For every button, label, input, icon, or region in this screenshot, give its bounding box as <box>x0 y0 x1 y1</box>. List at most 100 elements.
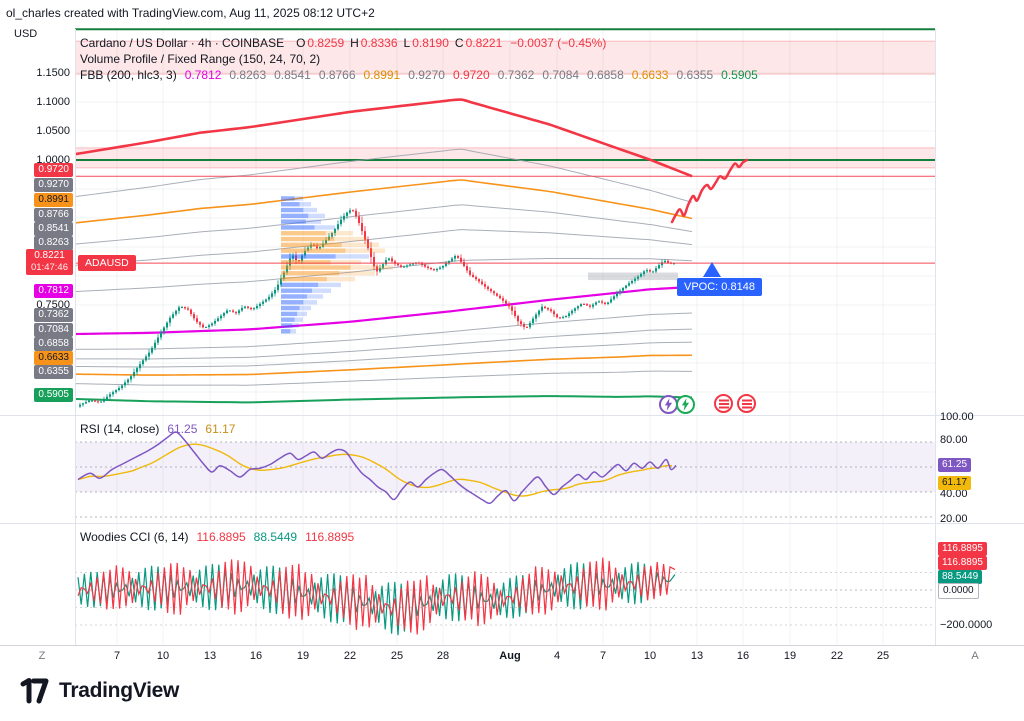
cci-axis-badge: 88.5449 <box>938 570 983 584</box>
fbb-value: 0.8991 <box>363 68 401 82</box>
fbb-value: 0.7362 <box>497 68 535 82</box>
symbol-price-label: ADAUSD <box>78 255 136 271</box>
price-axis-badge: 0.5905 <box>34 388 73 402</box>
cci-axis-tick: −200.0000 <box>940 619 993 631</box>
fbb-title: FBB (200, hlc3, 3) <box>80 68 177 82</box>
credit-line: ol_charles created with TradingView.com,… <box>6 6 375 20</box>
vpoc-arrow[interactable] <box>703 262 721 277</box>
ohlc-value: 0.8336 <box>360 36 398 50</box>
rsi-value: 61.25 <box>167 422 198 436</box>
gridlines <box>75 30 935 645</box>
cci-pane <box>75 557 935 636</box>
fbb-bands <box>74 98 693 404</box>
fbb-value: 0.6858 <box>587 68 624 82</box>
price-axis-tick: 1.0500 <box>36 125 70 137</box>
fbb-band-gray <box>74 229 693 266</box>
volume-profile-title: Volume Profile / Fixed Range (150, 24, 7… <box>80 52 321 66</box>
striped-sticker-red-2[interactable] <box>737 394 756 413</box>
fbb-value: 0.7812 <box>184 68 222 82</box>
lightning-icon <box>664 398 673 411</box>
indicator-axis-right[interactable]: 100.00 80.00 40.00 20.00 −200.0000 61.25 61.17… <box>937 0 1024 650</box>
rsi-title: RSI (14, close) <box>80 422 160 436</box>
time-axis-label: 7 <box>113 650 121 662</box>
fbb-band-orange <box>74 179 693 224</box>
price-axis-badge: 0.8263 <box>34 236 73 250</box>
time-axis-label: A <box>971 650 979 662</box>
fbb-value: 0.7084 <box>542 68 580 82</box>
price-axis-badge: 0.9270 <box>34 178 73 192</box>
chart-canvas[interactable] <box>0 0 1024 650</box>
cci-value: 88.5449 <box>253 530 298 544</box>
fbb-band-gray <box>74 204 693 245</box>
fbb-legend-row[interactable]: FBB (200, hlc3, 3) 0.7812 0.8263 0.8541 0.8… <box>80 68 758 82</box>
stripes-icon <box>718 399 729 408</box>
lightning-icon <box>681 398 690 411</box>
supply-zones[interactable] <box>75 28 935 169</box>
time-axis-label: Z <box>38 650 46 662</box>
rsi-pane <box>75 431 935 518</box>
ohlc-values: O 0.8259 H 0.8336 L 0.8190 C 0.8221 <box>290 36 502 50</box>
fbb-band-gray <box>74 370 693 386</box>
price-axis-badge: 0.6355 <box>34 365 73 379</box>
rsi-legend-row[interactable]: RSI (14, close) 61.25 61.17 <box>80 422 235 436</box>
ohlc-key: O <box>296 36 306 50</box>
ohlc-key: H <box>350 36 359 50</box>
rsi-values: 61.25 61.17 <box>159 422 235 436</box>
cci-value: 116.8895 <box>196 530 246 544</box>
price-axis-badge: 0.7812 <box>34 284 73 298</box>
cci-tcci-line <box>77 561 676 636</box>
time-axis[interactable]: Z 7 10 13 16 19 22 25 28 Aug 4 7 10 13 16 19 22 25 A <box>0 646 1024 668</box>
cci-value: 116.8895 <box>305 530 355 544</box>
fbb-value: 0.8541 <box>274 68 311 82</box>
time-axis-label: 19 <box>296 650 310 662</box>
fbb-band-gray <box>74 312 693 350</box>
stripes-icon <box>741 399 752 408</box>
rsi-axis-tick: 100.00 <box>940 411 974 423</box>
tradingview-logo[interactable]: TradingView <box>18 676 179 706</box>
tradingview-logo-icon <box>20 678 49 704</box>
main-legend-row[interactable]: Cardano / US Dollar · 4h · COINBASE O 0.8… <box>80 36 606 50</box>
price-axis-badge: 0.6858 <box>34 337 73 351</box>
ohlc-key: C <box>454 36 464 50</box>
cci-legend-row[interactable]: Woodies CCI (6, 14) 116.8895 88.5449 116.8… <box>80 530 354 544</box>
lightning-sticker-green[interactable] <box>676 395 695 414</box>
pane-separators <box>0 29 1024 646</box>
fbb-value: 0.8263 <box>229 68 267 82</box>
consolidation-box[interactable] <box>588 272 678 281</box>
price-axis-left[interactable]: USD 0.8221 01:47:46 1.1500 1.1000 1.0500 1.… <box>0 0 75 650</box>
time-axis-label: 25 <box>876 650 890 662</box>
time-axis-label: 28 <box>436 650 450 662</box>
volume-profile-legend-row[interactable]: Volume Profile / Fixed Range (150, 24, 7… <box>80 52 320 66</box>
fbb-band-gray <box>74 257 693 293</box>
price-axis-badge: 0.9720 <box>34 163 73 177</box>
rsi-axis-tick: 20.00 <box>940 513 968 525</box>
price-axis-badge: 0.8541 <box>34 222 73 236</box>
time-axis-label: 10 <box>156 650 170 662</box>
fbb-value: 0.9720 <box>452 68 490 82</box>
price-axis-badge: 0.6633 <box>34 351 73 365</box>
time-axis-label: 13 <box>203 650 217 662</box>
time-axis-label: 16 <box>249 650 263 662</box>
striped-sticker-red-1[interactable] <box>714 394 733 413</box>
fbb-value: 0.5905 <box>721 68 758 82</box>
current-price-value: 0.8221 <box>34 250 65 261</box>
time-axis-label: 22 <box>830 650 844 662</box>
rsi-axis-badge: 61.17 <box>938 476 972 490</box>
fbb-band-orange <box>74 354 693 376</box>
time-axis-label: 4 <box>553 650 561 662</box>
fbb-value: 0.8766 <box>318 68 356 82</box>
rsi-axis-tick: 40.00 <box>940 488 968 500</box>
cci-title: Woodies CCI (6, 14) <box>80 530 189 544</box>
time-axis-label: 10 <box>643 650 657 662</box>
tradingview-logo-text: TradingView <box>59 679 180 702</box>
volume-profile[interactable] <box>281 196 393 334</box>
cci-axis-badge: 116.8895 <box>938 556 987 570</box>
fbb-band-green <box>74 395 693 404</box>
cci-line <box>77 557 676 635</box>
price-axis-badge: 0.7362 <box>34 308 73 322</box>
price-axis-unit: USD <box>14 28 38 40</box>
change-value: −0.0037 (−0.45%) <box>510 36 607 50</box>
ohlc-value: 0.8259 <box>307 36 345 50</box>
projection-path[interactable] <box>670 158 749 224</box>
price-axis-badge: 0.8991 <box>34 193 73 207</box>
